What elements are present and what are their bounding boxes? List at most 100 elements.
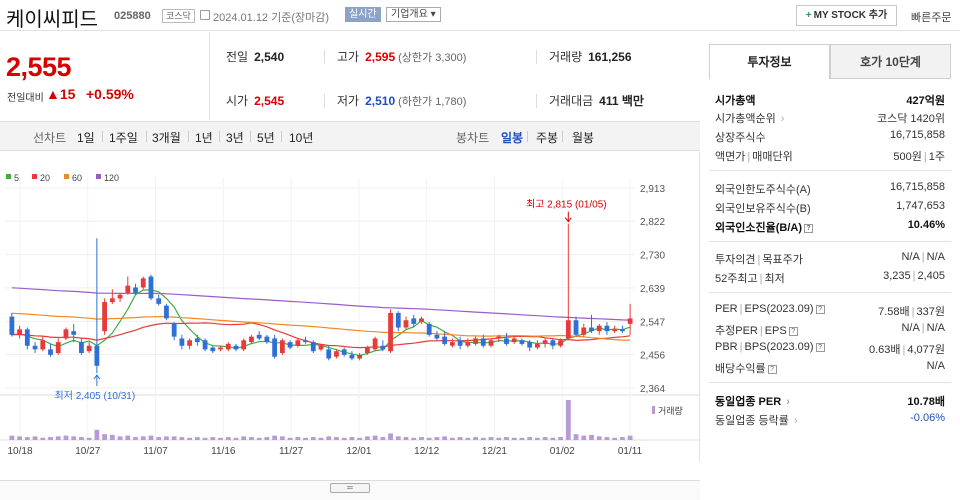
candle-body <box>71 331 77 335</box>
tab-10year[interactable]: 10년 <box>289 131 314 145</box>
tab-5year[interactable]: 5년 <box>257 131 275 145</box>
candle-body <box>434 334 440 339</box>
volume-bar <box>388 433 393 440</box>
opinion-row: 투자의견 | 목표주가 N/A | N/A <box>715 251 945 266</box>
foreign-ratio-row: 외국인소진율(B/A)? 10.46% <box>715 219 945 234</box>
candle-body <box>550 340 556 346</box>
candle-body <box>148 276 154 299</box>
tab-3month[interactable]: 3개월 <box>152 131 181 145</box>
volume-bar <box>194 437 200 440</box>
candle-body <box>504 338 509 344</box>
candle-body <box>573 320 579 335</box>
help-icon[interactable]: ? <box>804 224 813 233</box>
tab-1year[interactable]: 1년 <box>195 131 213 145</box>
candle-body <box>357 354 363 359</box>
candle-body <box>519 340 525 344</box>
realtime-button[interactable]: 실시간 <box>345 7 381 22</box>
candle-body <box>310 342 316 352</box>
quote-date: 2024.01.12 기준(장마감) <box>213 12 330 24</box>
y-tick-label: 2,639 <box>640 284 665 295</box>
legend-swatch <box>6 174 11 179</box>
tab-invest-info[interactable]: 투자정보 <box>709 44 830 79</box>
volume-bar <box>17 436 22 440</box>
candle-body <box>388 312 393 352</box>
x-tick-label: 11/07 <box>143 446 168 457</box>
line-chart-label: 선차트 <box>33 131 67 145</box>
company-info-dropdown[interactable]: 기업개요 ▾ <box>386 7 441 22</box>
candle-body <box>48 349 53 355</box>
candle-body <box>210 347 216 352</box>
candle-body <box>256 334 262 339</box>
candle-body <box>411 318 417 324</box>
tab-1day[interactable]: 1일 <box>77 131 95 145</box>
y-tick-label: 2,730 <box>640 251 665 262</box>
volume-bar <box>504 437 509 440</box>
candle-body <box>241 340 247 350</box>
help-icon[interactable]: ? <box>815 305 825 314</box>
candle-body <box>473 338 478 344</box>
volume-bar <box>341 437 347 440</box>
low-price: 저가 2,510 (하한가 1,780) <box>337 94 467 108</box>
volume-bar <box>202 437 208 440</box>
candle-body <box>565 320 571 339</box>
chart-scrollbar[interactable]: ═ <box>0 480 700 500</box>
volume-bar <box>364 436 370 440</box>
volume-bar <box>596 436 602 440</box>
volume-bar <box>117 436 123 440</box>
stock-name: 케이씨피드 <box>6 9 98 31</box>
tab-weekly[interactable]: 주봉 <box>536 131 559 145</box>
candle-body <box>334 351 339 357</box>
candle-body <box>272 338 278 357</box>
candle-body <box>303 340 308 343</box>
legend-label: 20 <box>40 173 50 183</box>
help-icon[interactable]: ? <box>788 327 798 336</box>
scroll-handle[interactable]: ═ <box>330 483 370 493</box>
candle-body <box>86 345 92 352</box>
candle-body <box>620 329 625 332</box>
volume-bar <box>272 435 278 440</box>
invest-panel: 투자정보 호가 10단계 시가총액 427억원 시가총액순위 › 코스닥 1420위… <box>709 44 951 500</box>
volume-bar <box>102 434 108 440</box>
candle-body <box>442 336 448 344</box>
add-mystock-label: MY STOCK 추가 <box>813 10 888 21</box>
volume-bar <box>187 437 193 440</box>
volume-bar <box>357 437 363 440</box>
candle-body <box>612 329 618 332</box>
candle-body <box>542 340 548 344</box>
tab-1week[interactable]: 1주일 <box>109 131 138 145</box>
volume-bar <box>449 437 455 440</box>
quick-order-link[interactable]: 빠른주문 <box>911 12 952 24</box>
candle-body <box>164 305 169 319</box>
x-tick-label: 11/16 <box>211 446 236 457</box>
candle-body <box>187 340 193 346</box>
volume-bar <box>534 437 540 440</box>
candle-body <box>264 336 270 343</box>
tab-daily[interactable]: 일봉 <box>501 131 524 145</box>
legend-label: 60 <box>72 173 82 183</box>
market-badge: 코스닥 <box>162 9 195 23</box>
candle-body <box>465 342 471 346</box>
candle-body <box>63 329 69 339</box>
legend-label: 120 <box>104 173 119 183</box>
help-icon[interactable]: ? <box>767 365 777 374</box>
candle-body <box>534 343 540 348</box>
price-change-percent: +0.59% <box>86 86 134 102</box>
volume-bar <box>519 437 525 440</box>
prev-close: 전일 2,540 <box>226 50 285 64</box>
price-chart[interactable]: 5 20 60 120 2,913 2,822 2,730 2,639 2,547 2,456 2,… <box>0 152 700 462</box>
add-mystock-button[interactable]: + MY STOCK 추가 <box>796 5 897 26</box>
volume-bar <box>133 437 138 440</box>
volume-bar <box>620 437 625 440</box>
tab-order-book[interactable]: 호가 10단계 <box>830 44 951 79</box>
tab-monthly[interactable]: 월봉 <box>572 131 595 145</box>
help-icon[interactable]: ? <box>815 343 825 352</box>
volume-bar <box>581 435 587 440</box>
candle-body <box>395 312 401 328</box>
y-tick-label: 2,364 <box>640 384 665 395</box>
volume-bar <box>442 436 448 440</box>
current-price-box: 2,555 전일대비 ▲15 +0.59% <box>0 32 210 120</box>
tab-3year[interactable]: 3년 <box>226 131 244 145</box>
candle-body <box>17 329 22 335</box>
volume-bar <box>140 436 146 440</box>
y-tick-label: 2,822 <box>640 217 665 228</box>
